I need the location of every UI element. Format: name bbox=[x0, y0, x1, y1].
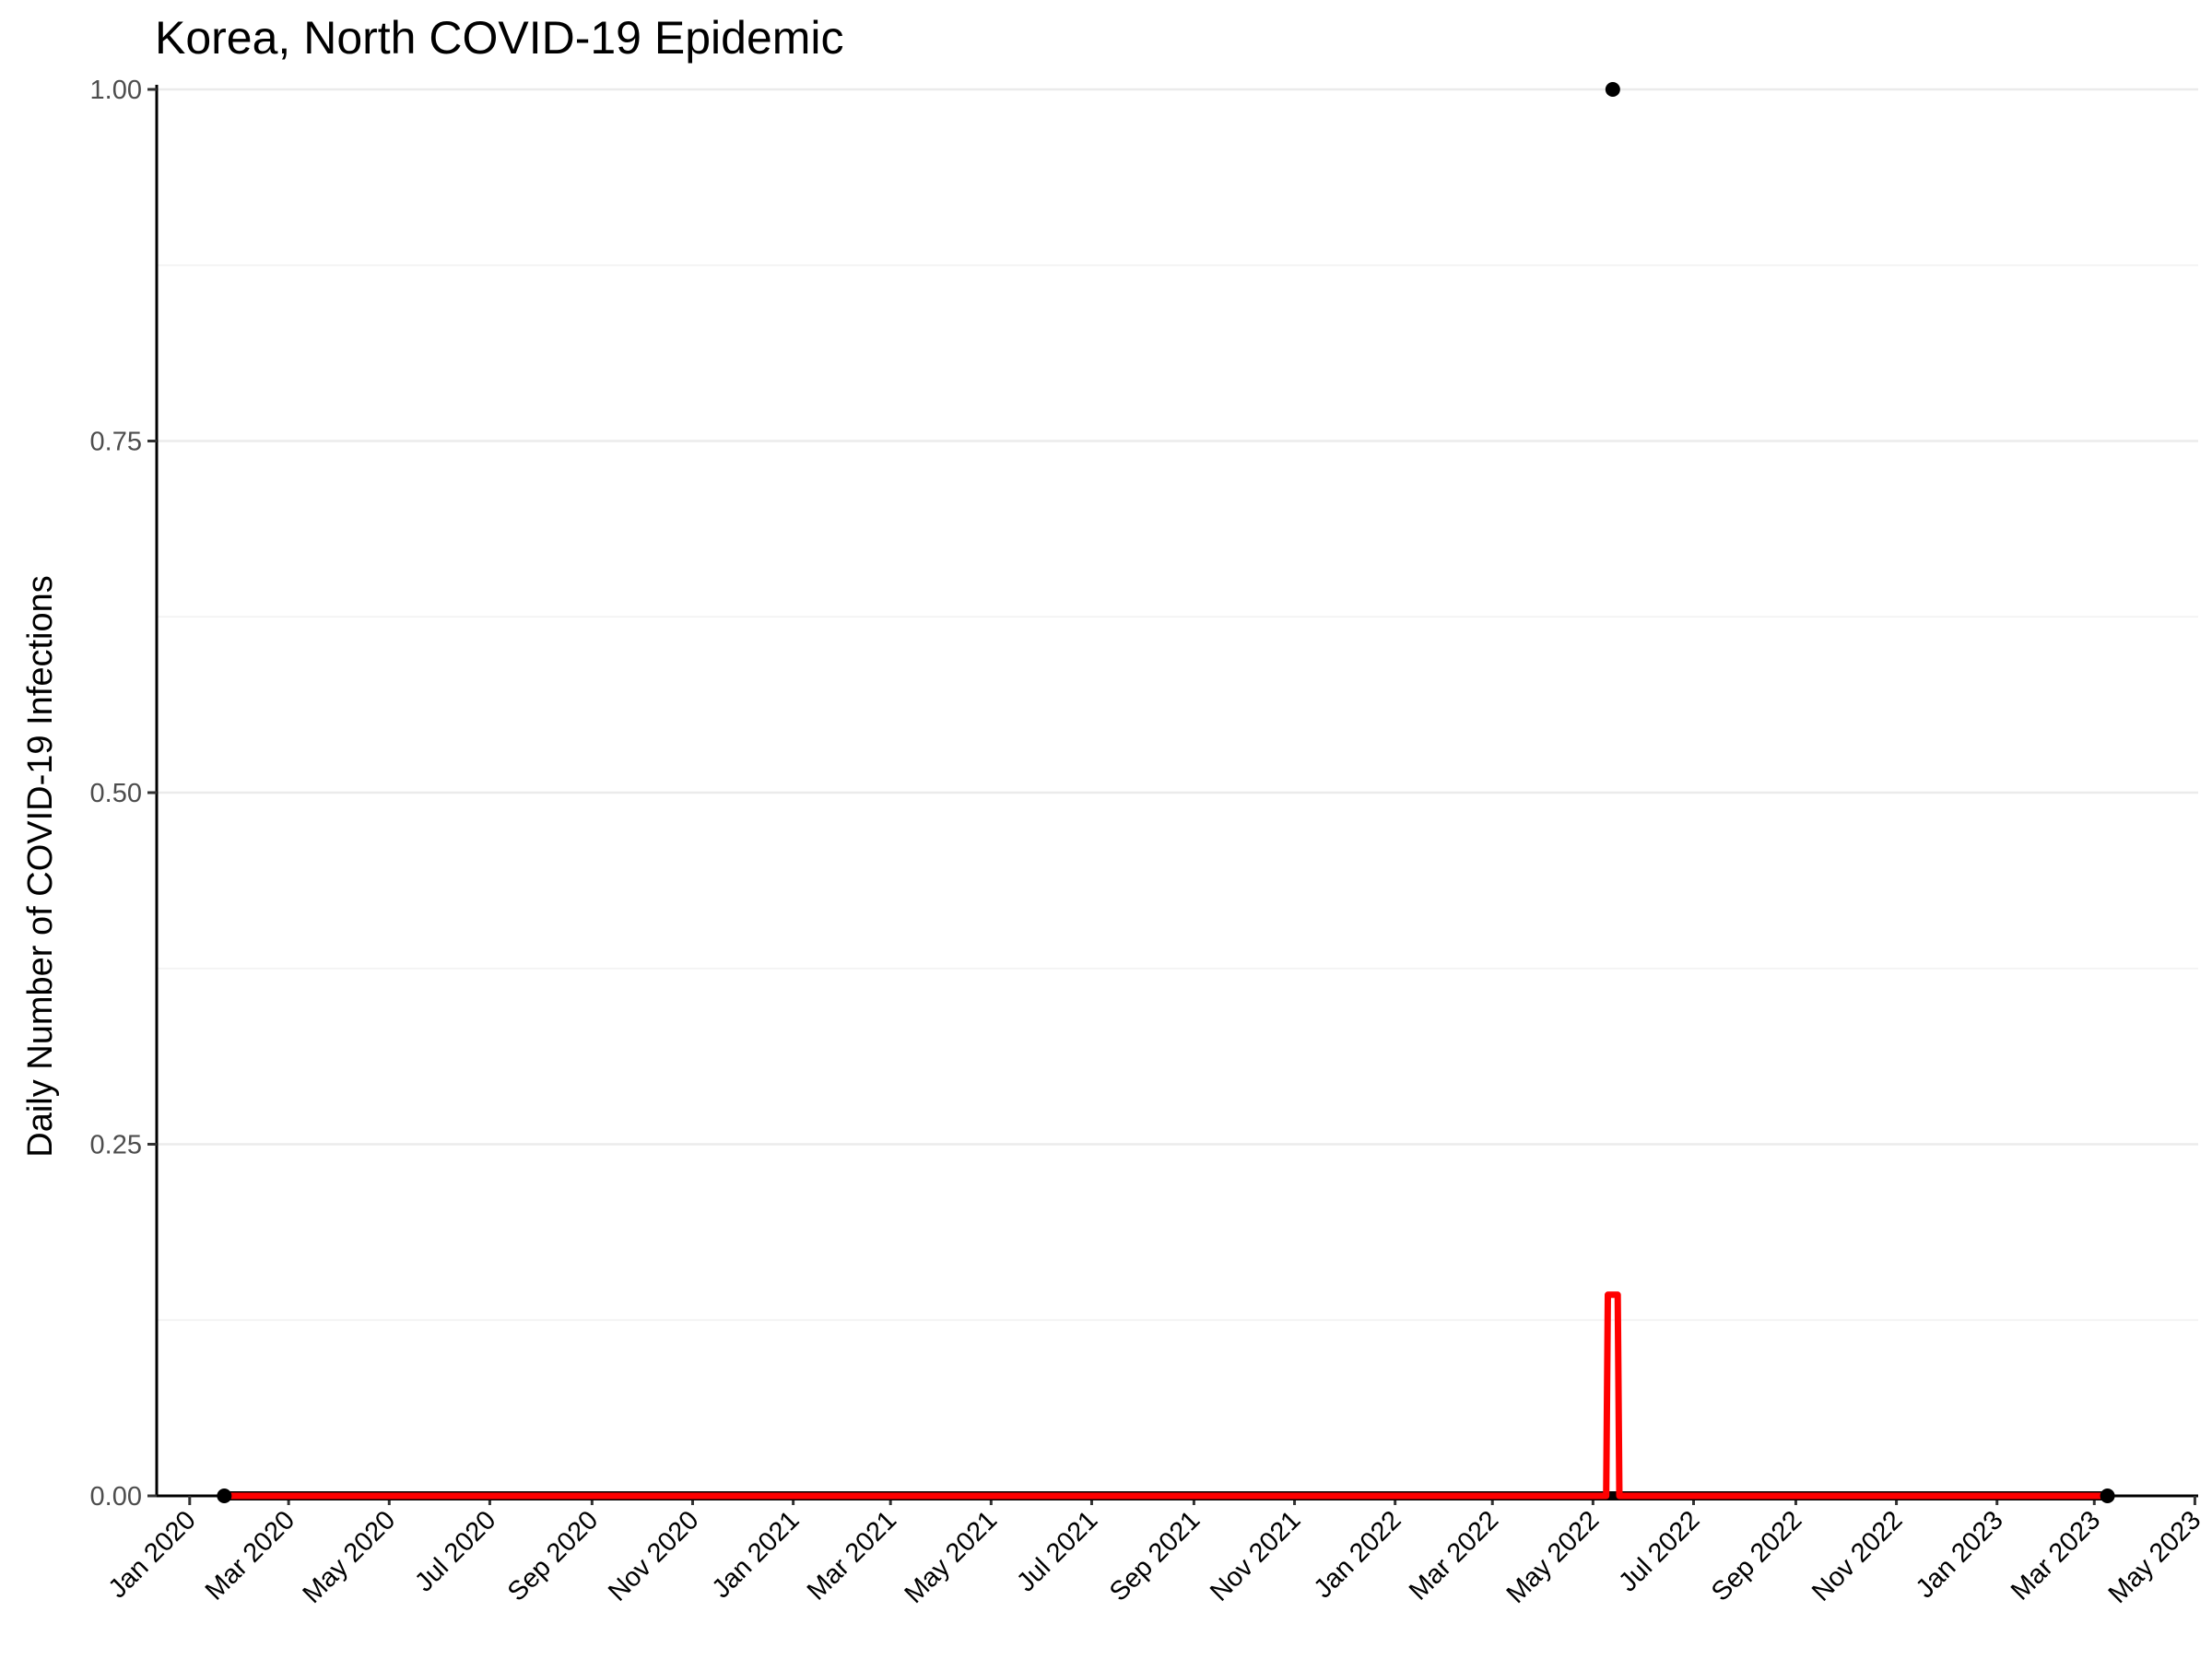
x-tick-label: Jan 2020 bbox=[103, 1505, 202, 1604]
x-tick-label: Mar 2020 bbox=[200, 1505, 300, 1606]
gridlines bbox=[157, 88, 2198, 1498]
x-tick-label: Mar 2021 bbox=[802, 1505, 902, 1606]
x-tick-label: Sep 2022 bbox=[1706, 1505, 1807, 1606]
data-point bbox=[2100, 1488, 2115, 1503]
data-point bbox=[217, 1488, 232, 1503]
x-tick-label: Nov 2021 bbox=[1205, 1505, 1306, 1606]
data-point bbox=[1605, 82, 1620, 97]
x-tick-label: May 2022 bbox=[1501, 1505, 1606, 1609]
x-tick-label: Jul 2021 bbox=[1011, 1505, 1103, 1597]
x-tick-label: Sep 2020 bbox=[502, 1505, 604, 1606]
average-line-series bbox=[224, 1291, 2108, 1500]
y-tick-label: 0.00 bbox=[90, 1482, 142, 1512]
x-tick-label: Jul 2020 bbox=[409, 1505, 501, 1597]
y-tick-label: 1.00 bbox=[90, 76, 142, 105]
x-tick-label: Mar 2023 bbox=[2006, 1505, 2106, 1606]
x-tick-label: Jul 2022 bbox=[1613, 1505, 1705, 1597]
x-tick-label: Sep 2021 bbox=[1104, 1505, 1206, 1606]
y-tick-label: 0.50 bbox=[90, 779, 142, 808]
x-tick-label: Jan 2021 bbox=[707, 1505, 806, 1604]
x-tick-label: Jan 2022 bbox=[1309, 1505, 1407, 1604]
chart-title: Korea, North COVID-19 Epidemic bbox=[155, 12, 844, 64]
x-tick-label: Mar 2022 bbox=[1404, 1505, 1504, 1606]
y-tick-label: 0.75 bbox=[90, 428, 142, 457]
y-tick-label: 0.25 bbox=[90, 1131, 142, 1160]
x-tick-label: May 2023 bbox=[2103, 1505, 2207, 1609]
x-tick-label: Nov 2020 bbox=[603, 1505, 704, 1606]
y-axis-label: Daily Number of COVID-19 Infections bbox=[21, 575, 60, 1157]
x-tick-label: Jan 2023 bbox=[1911, 1505, 2009, 1604]
x-tick-label: Nov 2022 bbox=[1806, 1505, 1908, 1606]
x-tick-label: May 2020 bbox=[298, 1505, 402, 1609]
x-tick-label: May 2021 bbox=[900, 1505, 1004, 1609]
data-layer bbox=[217, 82, 2115, 1503]
